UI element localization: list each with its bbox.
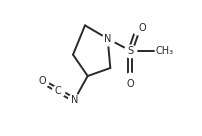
- Text: O: O: [39, 76, 46, 86]
- Text: CH₃: CH₃: [156, 46, 174, 56]
- Text: O: O: [126, 79, 134, 89]
- Text: O: O: [139, 23, 146, 33]
- Text: N: N: [104, 34, 111, 44]
- Text: N: N: [71, 95, 78, 105]
- Text: C: C: [55, 86, 62, 96]
- Text: S: S: [127, 46, 133, 56]
